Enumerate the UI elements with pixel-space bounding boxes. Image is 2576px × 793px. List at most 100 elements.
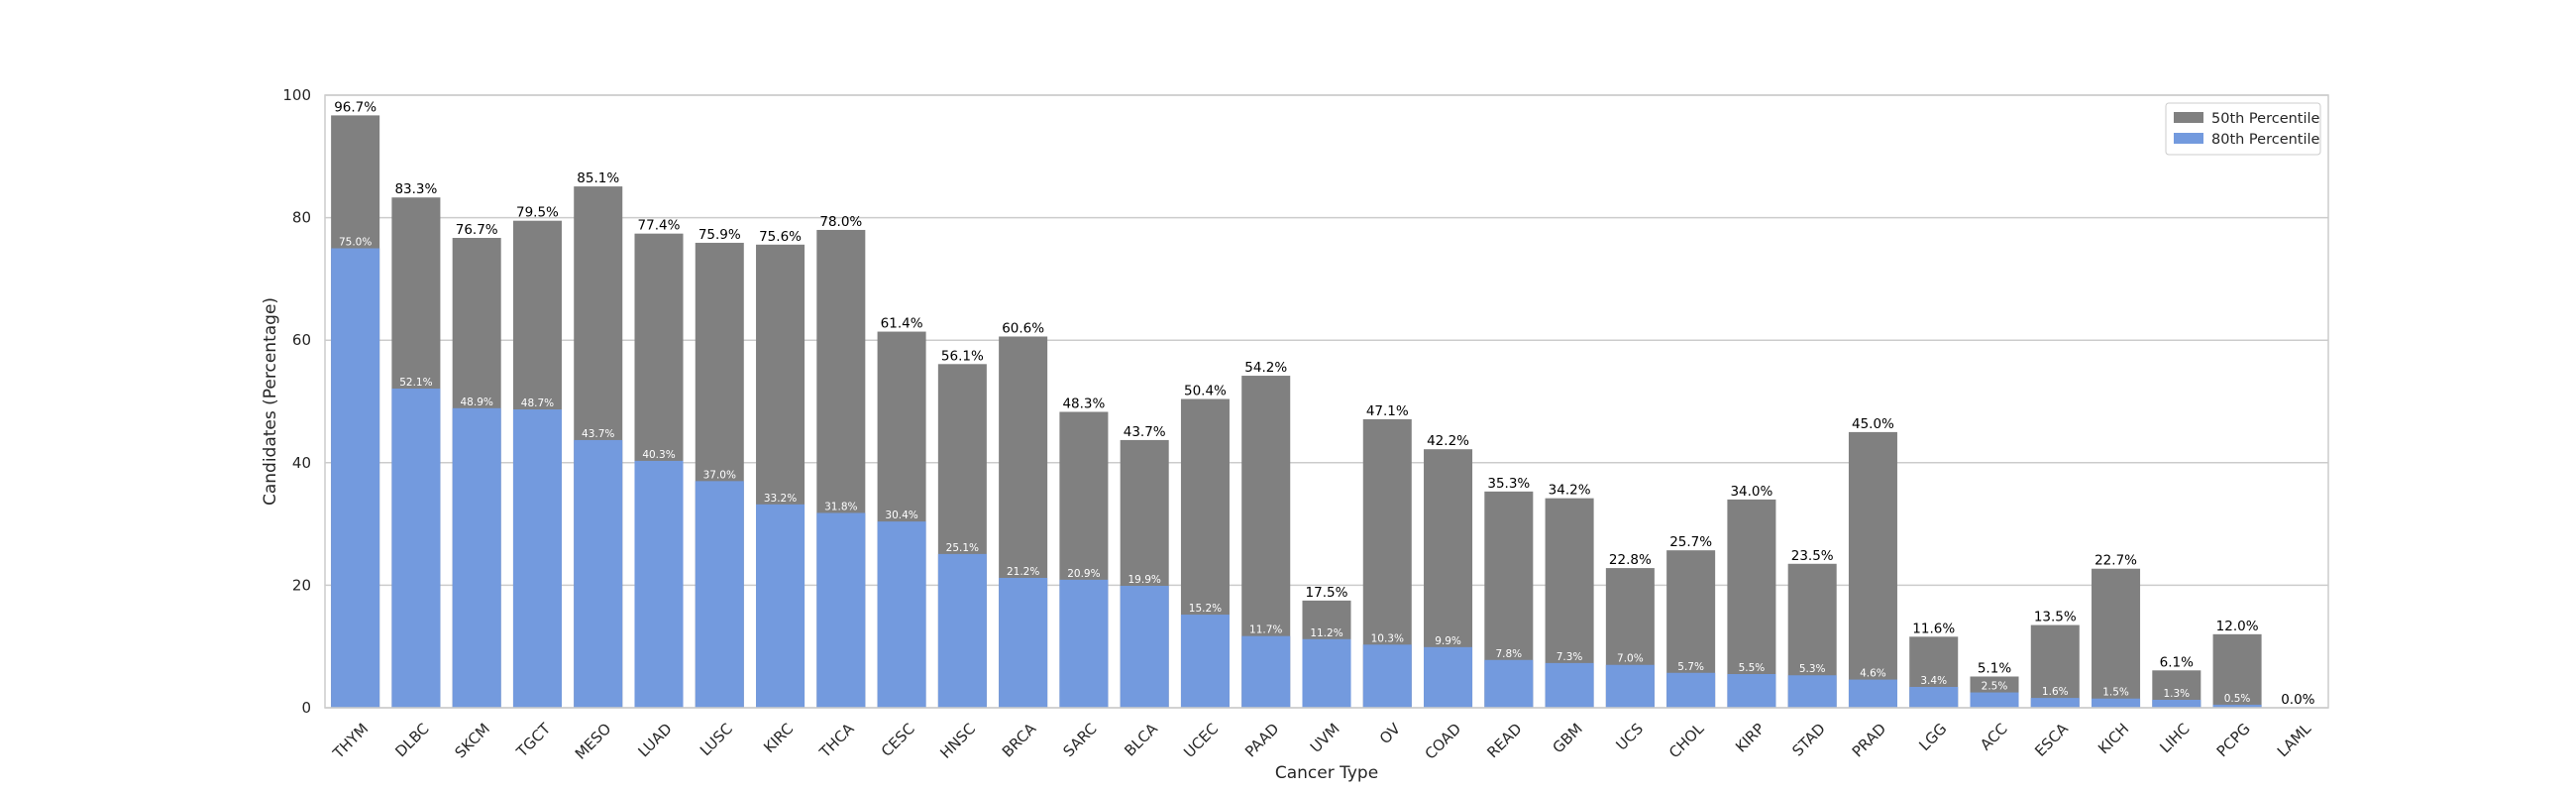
data-label-80th-lihc: 1.3% bbox=[2163, 688, 2190, 700]
x-tick-label: SARC bbox=[1059, 720, 1100, 760]
bar-80th-lgg bbox=[1909, 686, 1959, 708]
x-tick-label: STAD bbox=[1788, 720, 1829, 760]
data-label-80th-kirp: 5.5% bbox=[1739, 662, 1766, 674]
bar-80th-gbm bbox=[1545, 662, 1594, 708]
data-label-50th-thca: 78.0% bbox=[819, 214, 862, 230]
y-tick-label: 60 bbox=[292, 331, 311, 349]
x-tick-label: LAML bbox=[2274, 720, 2315, 761]
bar-80th-pcpg bbox=[2212, 704, 2262, 708]
legend-box bbox=[2165, 102, 2321, 156]
data-label-50th-stad: 23.5% bbox=[1791, 548, 1834, 564]
bar-80th-uvm bbox=[1302, 638, 1351, 708]
x-tick-label: ACC bbox=[1977, 720, 2011, 754]
bar-50th-kich bbox=[2092, 568, 2141, 708]
data-label-50th-paad: 54.2% bbox=[1244, 360, 1287, 376]
bar-80th-kich bbox=[2092, 698, 2141, 708]
x-tick-label: LIHC bbox=[2156, 720, 2193, 756]
x-tick-label: GBM bbox=[1549, 720, 1585, 756]
x-tick-label: BRCA bbox=[999, 720, 1040, 761]
data-label-50th-luad: 77.4% bbox=[638, 218, 681, 234]
x-tick-label: PCPG bbox=[2213, 720, 2254, 760]
x-tick-label: KIRC bbox=[760, 720, 797, 756]
bar-80th-luad bbox=[634, 460, 684, 708]
y-tick-label: 20 bbox=[292, 576, 311, 594]
bar-50th-pcpg bbox=[2212, 633, 2262, 708]
x-tick-label: PRAD bbox=[1849, 720, 1889, 760]
data-label-80th-stad: 5.3% bbox=[1799, 663, 1826, 675]
data-label-50th-ucec: 50.4% bbox=[1184, 384, 1227, 399]
data-label-80th-luad: 40.3% bbox=[642, 449, 675, 461]
data-label-80th-sarc: 20.9% bbox=[1067, 568, 1100, 580]
bar-80th-cesc bbox=[877, 521, 926, 708]
bar-80th-brca bbox=[999, 577, 1048, 708]
data-label-50th-kirp: 34.0% bbox=[1730, 484, 1772, 500]
data-label-80th-ov: 10.3% bbox=[1371, 632, 1404, 644]
x-tick-label: HNSC bbox=[936, 720, 979, 762]
y-tick-label: 40 bbox=[292, 454, 311, 472]
bar-50th-kirp bbox=[1727, 499, 1776, 708]
y-axis-ticks: 0 20 40 60 80 100 bbox=[282, 86, 311, 717]
x-tick-label: LUAD bbox=[634, 720, 675, 760]
legend-label-50th: 50th Percentile bbox=[2211, 111, 2320, 127]
bar-80th-stad bbox=[1787, 675, 1837, 708]
data-label-50th-kich: 22.7% bbox=[2094, 553, 2137, 569]
y-axis-label: Candidates (Percentage) bbox=[261, 297, 280, 506]
bar-80th-tgct bbox=[512, 409, 562, 708]
y-tick-label: 100 bbox=[282, 86, 311, 104]
bar-80th-acc bbox=[1970, 692, 2019, 708]
x-tick-label: UCEC bbox=[1180, 720, 1222, 761]
y-tick-label: 0 bbox=[301, 699, 311, 717]
data-label-80th-brca: 21.2% bbox=[1007, 566, 1039, 578]
x-tick-label: KICH bbox=[2094, 720, 2132, 757]
bar-50th-prad bbox=[1848, 431, 1897, 708]
bar-80th-hnsc bbox=[937, 553, 987, 708]
data-label-80th-meso: 43.7% bbox=[582, 428, 614, 440]
data-label-80th-ucec: 15.2% bbox=[1189, 603, 1222, 615]
x-axis-label: Cancer Type bbox=[1275, 763, 1378, 783]
x-tick-label: LUSC bbox=[697, 720, 736, 759]
data-label-50th-sarc: 48.3% bbox=[1062, 396, 1105, 412]
bar-80th-blca bbox=[1120, 586, 1169, 708]
data-label-80th-coad: 9.9% bbox=[1435, 635, 1461, 647]
data-label-80th-prad: 4.6% bbox=[1860, 668, 1886, 680]
data-label-50th-skcm: 76.7% bbox=[456, 222, 498, 238]
data-label-80th-lusc: 37.0% bbox=[703, 469, 736, 481]
bar-80th-paad bbox=[1241, 635, 1291, 708]
bar-50th-esca bbox=[2030, 624, 2080, 708]
x-tick-label: SKCM bbox=[452, 720, 493, 761]
bar-80th-ucs bbox=[1605, 664, 1655, 708]
x-tick-label: ESCA bbox=[2031, 720, 2072, 760]
legend-label-80th: 80th Percentile bbox=[2211, 132, 2320, 148]
x-tick-label: UCS bbox=[1612, 720, 1647, 754]
bar-80th-ov bbox=[1362, 644, 1412, 708]
data-label-80th-uvm: 11.2% bbox=[1310, 627, 1342, 639]
bar-80th-sarc bbox=[1059, 579, 1109, 708]
x-tick-label: THYM bbox=[329, 720, 373, 763]
bars bbox=[331, 115, 2262, 709]
data-label-50th-thym: 96.7% bbox=[334, 99, 376, 115]
legend-swatch-50th bbox=[2174, 112, 2203, 123]
data-label-80th-lgg: 3.4% bbox=[1920, 675, 1947, 687]
x-tick-label: COAD bbox=[1422, 720, 1465, 763]
data-label-80th-tgct: 48.7% bbox=[521, 397, 554, 409]
value-labels: 96.7% 75.0% 83.3% 52.1% 76.7% 48.9% 79.5% 48.7%… bbox=[334, 99, 2314, 708]
data-label-80th-cesc: 30.4% bbox=[885, 510, 917, 521]
data-label-50th-hnsc: 56.1% bbox=[941, 348, 984, 364]
bar-80th-prad bbox=[1848, 679, 1897, 708]
x-tick-label: UVM bbox=[1307, 720, 1343, 756]
data-label-50th-cesc: 61.4% bbox=[881, 316, 923, 332]
x-tick-label: DLBC bbox=[391, 720, 432, 760]
bar-80th-lihc bbox=[2152, 699, 2201, 708]
data-label-50th-esca: 13.5% bbox=[2034, 610, 2077, 625]
x-tick-label: CESC bbox=[878, 720, 918, 760]
data-label-50th-ucs: 22.8% bbox=[1609, 552, 1652, 568]
bar-80th-esca bbox=[2030, 698, 2080, 708]
data-label-80th-skcm: 48.9% bbox=[461, 396, 493, 408]
x-tick-label: CHOL bbox=[1665, 720, 1708, 762]
data-label-50th-acc: 5.1% bbox=[1978, 660, 2011, 676]
data-label-50th-coad: 42.2% bbox=[1427, 433, 1469, 449]
data-label-80th-hnsc: 25.1% bbox=[946, 542, 979, 554]
x-tick-label: READ bbox=[1483, 720, 1525, 761]
data-label-80th-dlbc: 52.1% bbox=[399, 377, 432, 389]
x-tick-label: MESO bbox=[572, 720, 615, 763]
